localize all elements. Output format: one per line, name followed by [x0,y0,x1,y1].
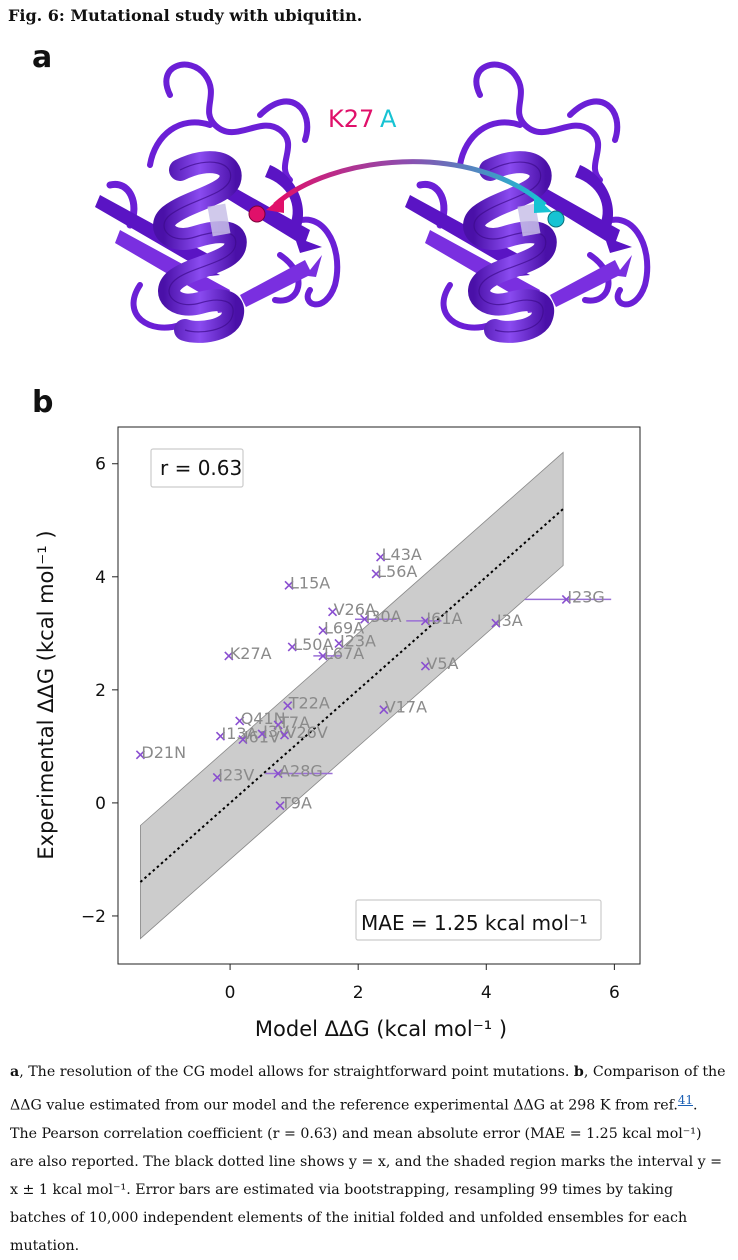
point-i23a: I23A [334,631,376,650]
point-i3v: I3V [257,722,289,741]
point-i13a: I13A [215,724,258,743]
identity-line [139,508,564,883]
x-tick-label: 6 [609,983,620,1003]
point-label-v26v: V26V [286,723,328,742]
y-tick-label: −2 [81,907,106,927]
figure-caption: a, The resolution of the CG model allows… [10,1058,726,1260]
point-a28g: A28G [273,762,323,781]
r-annotation: r = 0.63 [160,456,242,480]
mutant-bead [547,210,565,228]
point-k27a: K27A [224,644,272,663]
point-label-i13a: I13A [221,724,257,743]
point-label-l43a: L43A [382,545,422,564]
point-label-v26a: V26A [334,600,376,619]
point-label-l56a: L56A [377,562,417,581]
point-label-k27a: K27A [230,644,272,663]
point-l50a: L50A [287,635,333,654]
x-tick-label: 4 [481,983,492,1003]
point-i3a: I3A [491,611,523,630]
mutation-label-to: A [380,105,397,133]
mutation-arrow [273,159,547,207]
caption-part-c: . The Pearson correlation coefficient (r… [10,1097,723,1254]
point-label-i30a: I30A [366,607,402,626]
y-axis-ticks: −2 0 2 4 6 [81,455,118,927]
point-label-i61v: I61V [244,728,280,747]
point-i30a: I30A [360,607,402,626]
point-l56a: L56A [371,562,417,581]
point-i23v: I23V [212,765,254,784]
reference-link[interactable]: 41 [677,1093,693,1107]
point-i61a: I61A [420,609,463,628]
y-tick-label: 2 [95,681,106,701]
figure-title: Fig. 6: Mutational study with ubiquitin. [8,6,363,25]
y-tick-label: 4 [95,568,106,588]
point-q41n: Q41N [235,709,286,728]
point-v5a: V5A [420,654,459,673]
mutation-label-from: K27 [328,105,374,133]
panel-b-label: b [32,385,54,420]
point-label-l67a: L67A [324,644,364,663]
y-tick-label: 6 [95,455,106,475]
point-v26a: V26A [327,600,376,619]
panel-a-illustration: K27 A [0,55,738,385]
point-label-l69a: L69A [324,618,364,637]
caption-label-a: a [10,1064,20,1080]
point-t7a: T7A [273,713,310,732]
point-label-i3a: I3A [497,611,523,630]
point-v26v: V26V [279,723,328,742]
point-label-t22a: T22A [288,694,330,713]
point-label-v17a: V17A [385,698,427,717]
caption-label-b: b [573,1064,584,1080]
point-label-i61a: I61A [426,609,462,628]
error-bars [265,598,612,775]
point-label-l15a: L15A [290,573,330,592]
point-v17a: V17A [379,698,427,717]
y-axis-label: Experimental ΔΔG (kcal mol⁻¹ ) [34,530,58,859]
point-label-d21n: D21N [141,743,186,762]
panel-a-label: a [32,40,53,75]
point-label-t7a: T7A [278,713,310,732]
y-tick-label: 0 [95,794,106,814]
point-t22a: T22A [283,694,330,713]
point-l43a: L43A [376,545,422,564]
point-label-i23v: I23V [218,765,254,784]
point-label-t9a: T9A [280,794,312,813]
caption-part-a: , The resolution of the CG model allows … [19,1064,570,1080]
point-l15a: L15A [284,573,330,592]
point-i61v: I61V [238,728,280,747]
point-l67a: L67A [318,644,364,663]
point-i23g: I23G [561,587,605,606]
point-t9a: T9A [275,794,312,813]
mae-annotation: MAE = 1.25 kcal mol⁻¹ [361,911,588,935]
point-label-q41n: Q41N [241,709,286,728]
x-tick-label: 2 [353,983,364,1003]
point-label-v5a: V5A [426,654,458,673]
point-label-i23g: I23G [567,587,604,606]
point-label-l50a: L50A [293,635,333,654]
point-d21n: D21N [135,743,186,762]
x-axis-ticks: 0 2 4 6 [225,964,620,1003]
caption-part-b: , Comparison of the ΔΔG value estimated … [10,1064,726,1114]
point-l69a: L69A [318,618,364,637]
x-tick-label: 0 [225,983,236,1003]
wildtype-bead [248,205,266,223]
point-label-i23a: I23A [340,631,376,650]
x-axis-label: Model ΔΔG (kcal mol⁻¹ ) [255,1017,507,1040]
point-label-a28g: A28G [279,762,323,781]
